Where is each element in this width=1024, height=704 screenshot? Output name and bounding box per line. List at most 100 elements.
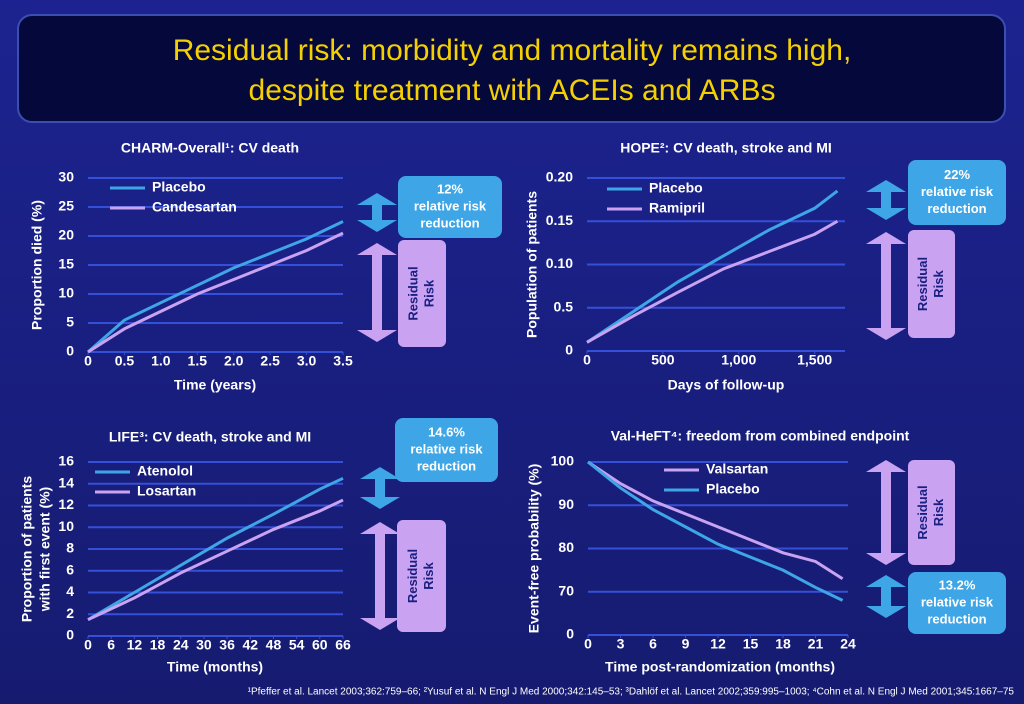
double-arrow [866,575,906,618]
y-tick-label: 0.20 [546,169,573,185]
x-tick-label: 24 [173,637,189,653]
y-tick-label: 12 [58,496,74,512]
reduction-label: 22% [944,167,970,182]
x-tick-label: 1,500 [797,352,832,368]
chart-title: LIFE³: CV death, stroke and MI [109,429,311,445]
title-box [17,14,1006,123]
chart-title: CHARM-Overall¹: CV death [121,140,299,156]
residual-label: Residual [915,257,930,311]
reduction-label: relative risk [410,441,483,456]
data-line [87,231,344,354]
x-tick-label: 24 [840,636,856,652]
y-tick-label: 0.15 [546,212,573,228]
x-tick-label: 42 [242,637,258,653]
y-tick-label: 2 [66,605,74,621]
reduction-box [395,418,498,482]
x-tick-label: 66 [335,637,351,653]
double-arrow [866,180,906,220]
reduction-label: reduction [417,458,476,473]
reduction-label: relative risk [414,198,487,213]
y-axis-title: Event-free probability (%) [526,464,542,634]
data-line [586,219,839,344]
x-tick-label: 9 [682,636,690,652]
data-line [87,498,344,622]
reduction-label: reduction [927,201,986,216]
y-tick-label: 20 [58,227,74,243]
y-tick-label: 90 [558,496,574,512]
double-arrow [866,460,906,565]
x-tick-label: 12 [127,637,143,653]
x-tick-label: 1.0 [151,353,171,369]
chart-title: Val-HeFT⁴: freedom from combined endpoin… [611,428,910,444]
residual-box [908,460,955,565]
x-axis-title: Time (months) [167,659,263,675]
reduction-label: reduction [927,611,986,626]
reduction-box [908,572,1006,634]
y-tick-label: 10 [58,518,74,534]
data-line [87,220,344,354]
y-axis-title: Population of patients [524,191,540,338]
y-tick-label: 15 [58,256,74,272]
y-tick-label: 100 [551,453,575,469]
x-tick-label: 0.5 [115,353,135,369]
x-tick-label: 18 [150,637,166,653]
x-tick-label: 2.5 [260,353,280,369]
y-tick-label: 4 [66,583,74,599]
x-tick-label: 15 [743,636,759,652]
y-tick-label: 6 [66,561,74,577]
residual-label: Risk [421,279,436,307]
x-tick-label: 0 [84,637,92,653]
x-axis-title: Days of follow-up [668,377,785,393]
y-tick-label: 70 [558,582,574,598]
y-axis-title: Proportion died (%) [29,200,45,330]
x-axis-title: Time (years) [174,377,256,393]
double-arrow [360,467,400,509]
x-tick-label: 6 [107,637,115,653]
x-tick-label: 48 [266,637,282,653]
residual-box [397,520,446,632]
y-tick-label: 16 [58,453,74,469]
legend-label: Ramipril [649,200,705,216]
legend-label: Atenolol [137,463,193,479]
y-tick-label: 0.10 [546,255,573,271]
y-tick-label: 5 [66,314,74,330]
y-tick-label: 8 [66,540,74,556]
x-axis-title: Time post-randomization (months) [605,659,835,675]
double-arrow [866,232,906,340]
reduction-label: reduction [420,215,479,230]
double-arrow [357,243,397,342]
x-tick-label: 0 [584,636,592,652]
reduction-label: 12% [437,181,463,196]
y-axis-title: Proportion of patients [19,476,35,622]
data-line [586,189,839,344]
data-line [87,476,344,621]
x-tick-label: 36 [219,637,235,653]
y-tick-label: 0 [66,627,74,643]
legend-label: Valsartan [706,461,768,477]
x-tick-label: 6 [649,636,657,652]
legend-label: Placebo [706,481,760,497]
legend-label: Placebo [649,180,703,196]
y-tick-label: 80 [558,539,574,555]
double-arrow [360,522,400,630]
reduction-box [908,160,1006,225]
reduction-box [398,176,502,238]
double-arrow [357,193,397,232]
legend-label: Losartan [137,483,196,499]
residual-label: Risk [931,498,946,526]
residual-label: Residual [405,266,420,320]
x-tick-label: 2.0 [224,353,244,369]
data-line [587,460,844,581]
x-tick-label: 0 [583,352,591,368]
y-tick-label: 30 [58,169,74,185]
y-axis-title: with first event (%) [37,487,53,612]
residual-label: Residual [915,485,930,539]
residual-label: Risk [421,562,436,590]
y-tick-label: 0.5 [554,298,574,314]
residual-box [908,230,955,338]
y-tick-label: 0 [565,342,573,358]
reduction-label: 14.6% [428,424,465,439]
x-tick-label: 18 [775,636,791,652]
residual-label: Risk [931,270,946,298]
x-tick-label: 60 [312,637,328,653]
